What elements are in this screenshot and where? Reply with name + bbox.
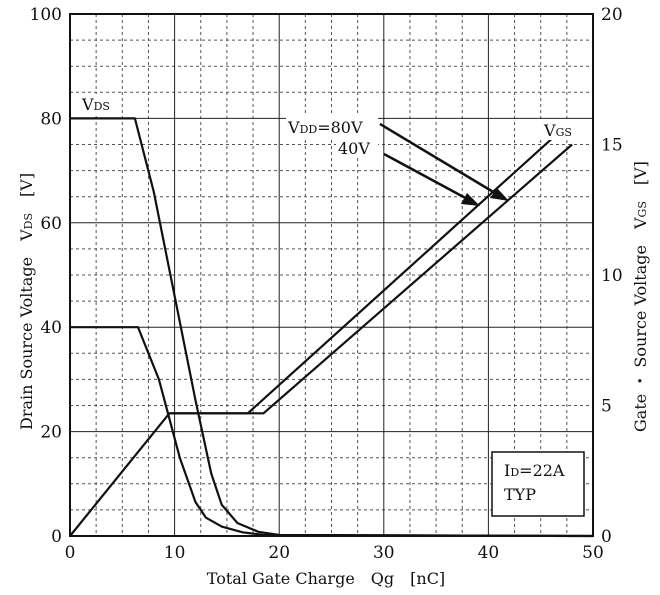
y-right-tick-label: 5 [601, 397, 612, 417]
y-left-tick-label: 40 [40, 318, 62, 338]
y-left-tick-label: 100 [30, 5, 62, 25]
y-left-axis-title: Drain Source Voltage VDS [V] [17, 173, 36, 430]
y-right-tick-label: 10 [601, 266, 623, 286]
vdd40-label: 40V [338, 139, 370, 158]
series-line-0 [70, 117, 594, 538]
x-tick-label: 10 [164, 543, 186, 563]
y-left-tick-label: 60 [40, 214, 62, 234]
x-tick-label: 30 [373, 543, 395, 563]
plot-frame [69, 13, 594, 537]
series-line-1 [70, 326, 594, 538]
minor-grid [70, 14, 593, 536]
series-line-3 [169, 143, 573, 415]
vdd40-label-bg [336, 138, 378, 158]
x-tick-label: 0 [65, 543, 76, 563]
x-tick-label: 40 [478, 543, 500, 563]
vds-label: VDS [81, 95, 110, 114]
y-right-tick-label: 0 [601, 527, 612, 547]
series-layer [69, 117, 594, 538]
vgs-label-bg [540, 120, 580, 140]
id-box [491, 451, 585, 517]
vdd40-arrow-line [383, 152, 472, 203]
y-right-tick-label: 15 [601, 136, 623, 156]
id-box-line1: ID=22A [504, 461, 565, 480]
vdd80-arrow-line [379, 122, 501, 198]
y-left-tick-label: 80 [40, 109, 62, 129]
x-tick-label: 50 [582, 543, 604, 563]
id-box-line2: TYP [504, 485, 536, 504]
y-right-tick-label: 20 [601, 5, 623, 25]
x-axis-title: Total Gate Charge Qg [nC] [207, 569, 445, 588]
vdd40-arrowhead [461, 193, 480, 206]
arrow-layer [379, 122, 509, 206]
vdd80-label-bg [286, 116, 378, 138]
vdd80-label: VDD=80V [287, 118, 363, 137]
y-left-tick-label: 0 [51, 527, 62, 547]
vgs-label: VGS [543, 121, 572, 140]
vdd80-arrowhead [490, 188, 509, 201]
x-tick-label: 20 [268, 543, 290, 563]
vds-label-bg [80, 94, 120, 114]
y-left-tick-label: 20 [40, 423, 62, 443]
major-grid [70, 14, 593, 536]
y-right-axis-title: Gate ・ Source Voltage VGS [V] [631, 161, 650, 432]
